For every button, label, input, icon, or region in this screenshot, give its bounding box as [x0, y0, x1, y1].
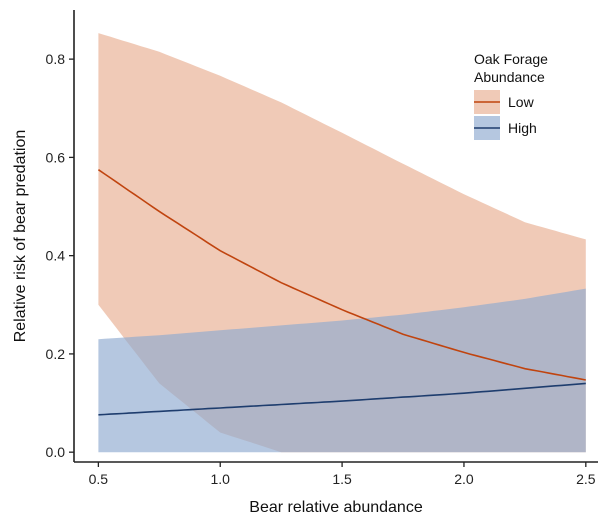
x-tick-label: 2.5: [576, 471, 596, 487]
y-tick-label: 0.4: [46, 248, 66, 264]
band-high: [98, 288, 586, 453]
y-tick-label: 0.0: [46, 444, 66, 460]
y-tick-label: 0.6: [46, 149, 66, 165]
x-tick-label: 1.0: [210, 471, 230, 487]
y-tick-label: 0.8: [46, 51, 66, 67]
confidence-bands: [98, 33, 586, 453]
x-tick-label: 0.5: [89, 471, 109, 487]
line-low: [97, 169, 586, 381]
y-ticks: 0.0 0.2 0.4 0.6 0.8: [46, 51, 74, 460]
y-tick-label: 0.2: [46, 346, 66, 362]
line-high: [98, 382, 586, 416]
series-lines: [97, 169, 586, 416]
legend-label-low: Low: [508, 94, 535, 110]
x-tick-label: 1.5: [332, 471, 352, 487]
legend-label-high: High: [508, 120, 537, 136]
legend-title-line-1: Oak Forage: [474, 51, 548, 67]
legend: Oak Forage Abundance Low High: [474, 51, 548, 140]
x-tick-label: 2.0: [454, 471, 474, 487]
x-axis-title: Bear relative abundance: [249, 499, 423, 516]
axes: 0.5 1.0 1.5 2.0 2.5 0.0 0.2 0.4 0.6 0.8: [46, 10, 598, 487]
x-ticks: 0.5 1.0 1.5 2.0 2.5: [89, 462, 596, 487]
legend-title-line-2: Abundance: [474, 69, 545, 85]
y-axis-title: Relative risk of bear predation: [12, 130, 29, 343]
